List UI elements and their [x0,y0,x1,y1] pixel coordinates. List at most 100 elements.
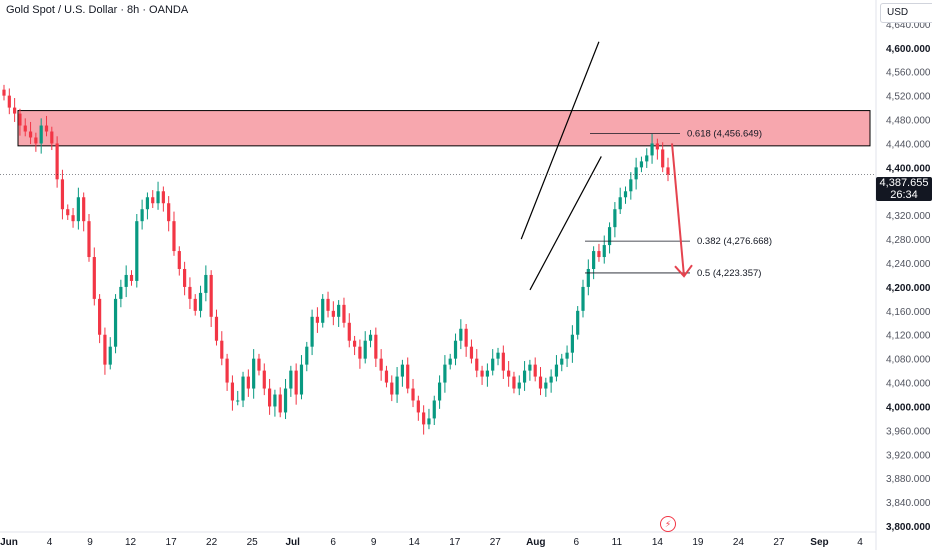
fib-level-label: 0.382 (4,276.668) [697,236,772,247]
candle-body [618,197,622,210]
candle-body [305,346,309,365]
x-tick-label: 17 [449,537,461,548]
y-tick-label: 3,960.000 [886,426,931,437]
candle-body [289,370,293,389]
x-tick-label: Aug [526,537,545,548]
candle-body [570,334,574,353]
fib-level-label: 0.618 (4,456.649) [687,129,762,140]
candle-body [496,352,500,359]
candle-body [448,358,452,365]
y-tick-label: 4,200.000 [886,283,931,294]
candle-body [82,197,86,222]
candle-body [119,286,123,299]
candle-body [650,143,654,156]
currency-selector[interactable]: USD [880,3,932,23]
candle-body [177,251,181,269]
y-tick-label: 4,000.000 [886,402,931,413]
candle-body [315,316,320,323]
candle-body [252,358,256,389]
candle-body [666,167,670,175]
candle-body [135,221,139,281]
candle-body [491,358,495,371]
candle-body [453,340,458,359]
candle-body [214,316,219,341]
y-tick-label: 4,040.000 [886,379,931,390]
x-tick-label: 6 [330,537,336,548]
flash-icon[interactable]: ⚡ [660,516,676,532]
x-tick-label: 4 [47,537,53,548]
candle-body [661,149,665,168]
candle-body [310,316,314,347]
y-tick-label: 3,800.000 [886,522,931,533]
candle-body [145,197,150,210]
candle-body [60,179,65,210]
candle-body [225,358,229,383]
candle-body [352,340,357,347]
candle-body [368,334,373,341]
candle-body [374,334,378,359]
candle-body [475,358,479,371]
x-tick-label: 22 [206,537,218,548]
candle-body [347,322,351,341]
y-tick-label: 4,320.000 [886,211,931,222]
candle-body [337,304,341,317]
candle-body [50,131,54,144]
x-tick-label: 25 [247,537,259,548]
candle-body [151,197,155,204]
channel-upper-line [520,41,600,240]
y-tick-label: 4,400.000 [886,163,931,174]
candle-body [268,388,272,407]
candle-body [363,340,367,359]
candle-body [188,286,192,299]
x-tick-label: 6 [574,537,580,548]
candle-body [220,340,224,359]
candle-body [623,191,628,198]
candle-body [71,215,75,222]
x-tick-label: 17 [166,537,178,548]
candle-body [522,370,527,383]
candle-body [512,376,516,389]
candle-body [294,370,298,395]
candle-body [44,125,49,132]
x-tick-label: 27 [490,537,502,548]
candle-body [645,155,649,162]
candle-body [140,209,144,222]
candle-body [597,251,601,258]
candle-body [576,310,580,335]
candle-body [7,95,11,108]
candle-body [34,137,38,144]
x-tick-label: Sep [810,537,828,548]
candle-body [533,364,537,377]
candle-body [565,352,569,359]
fib-level-label: 0.5 (4,223.357) [697,268,761,279]
candle-body [395,376,399,395]
x-tick-label: 9 [371,537,377,548]
x-tick-label: 14 [652,537,664,548]
candle-body [39,125,43,144]
candle-body [538,376,543,389]
candle-body [230,382,235,401]
bar-countdown: 26:34 [890,189,918,201]
candle-body [427,418,431,425]
y-tick-label: 3,880.000 [886,474,931,485]
x-tick-label: Jun [0,537,18,548]
candle-body [469,346,474,359]
candle-body [544,382,548,389]
candle-body [283,388,288,413]
candle-body [586,268,590,287]
candle-body [246,376,250,389]
candle-body [103,334,107,365]
candle-body [2,89,6,96]
candle-body [607,227,612,246]
y-tick-label: 4,480.000 [886,116,931,127]
y-tick-label: 3,840.000 [886,498,931,509]
candle-body [390,382,394,395]
candle-body [602,245,606,258]
candle-body [236,400,240,402]
candle-body [331,310,335,317]
candle-body [592,251,596,269]
candle-body [198,292,203,311]
candle-body [321,298,325,323]
candle-body [507,370,511,377]
